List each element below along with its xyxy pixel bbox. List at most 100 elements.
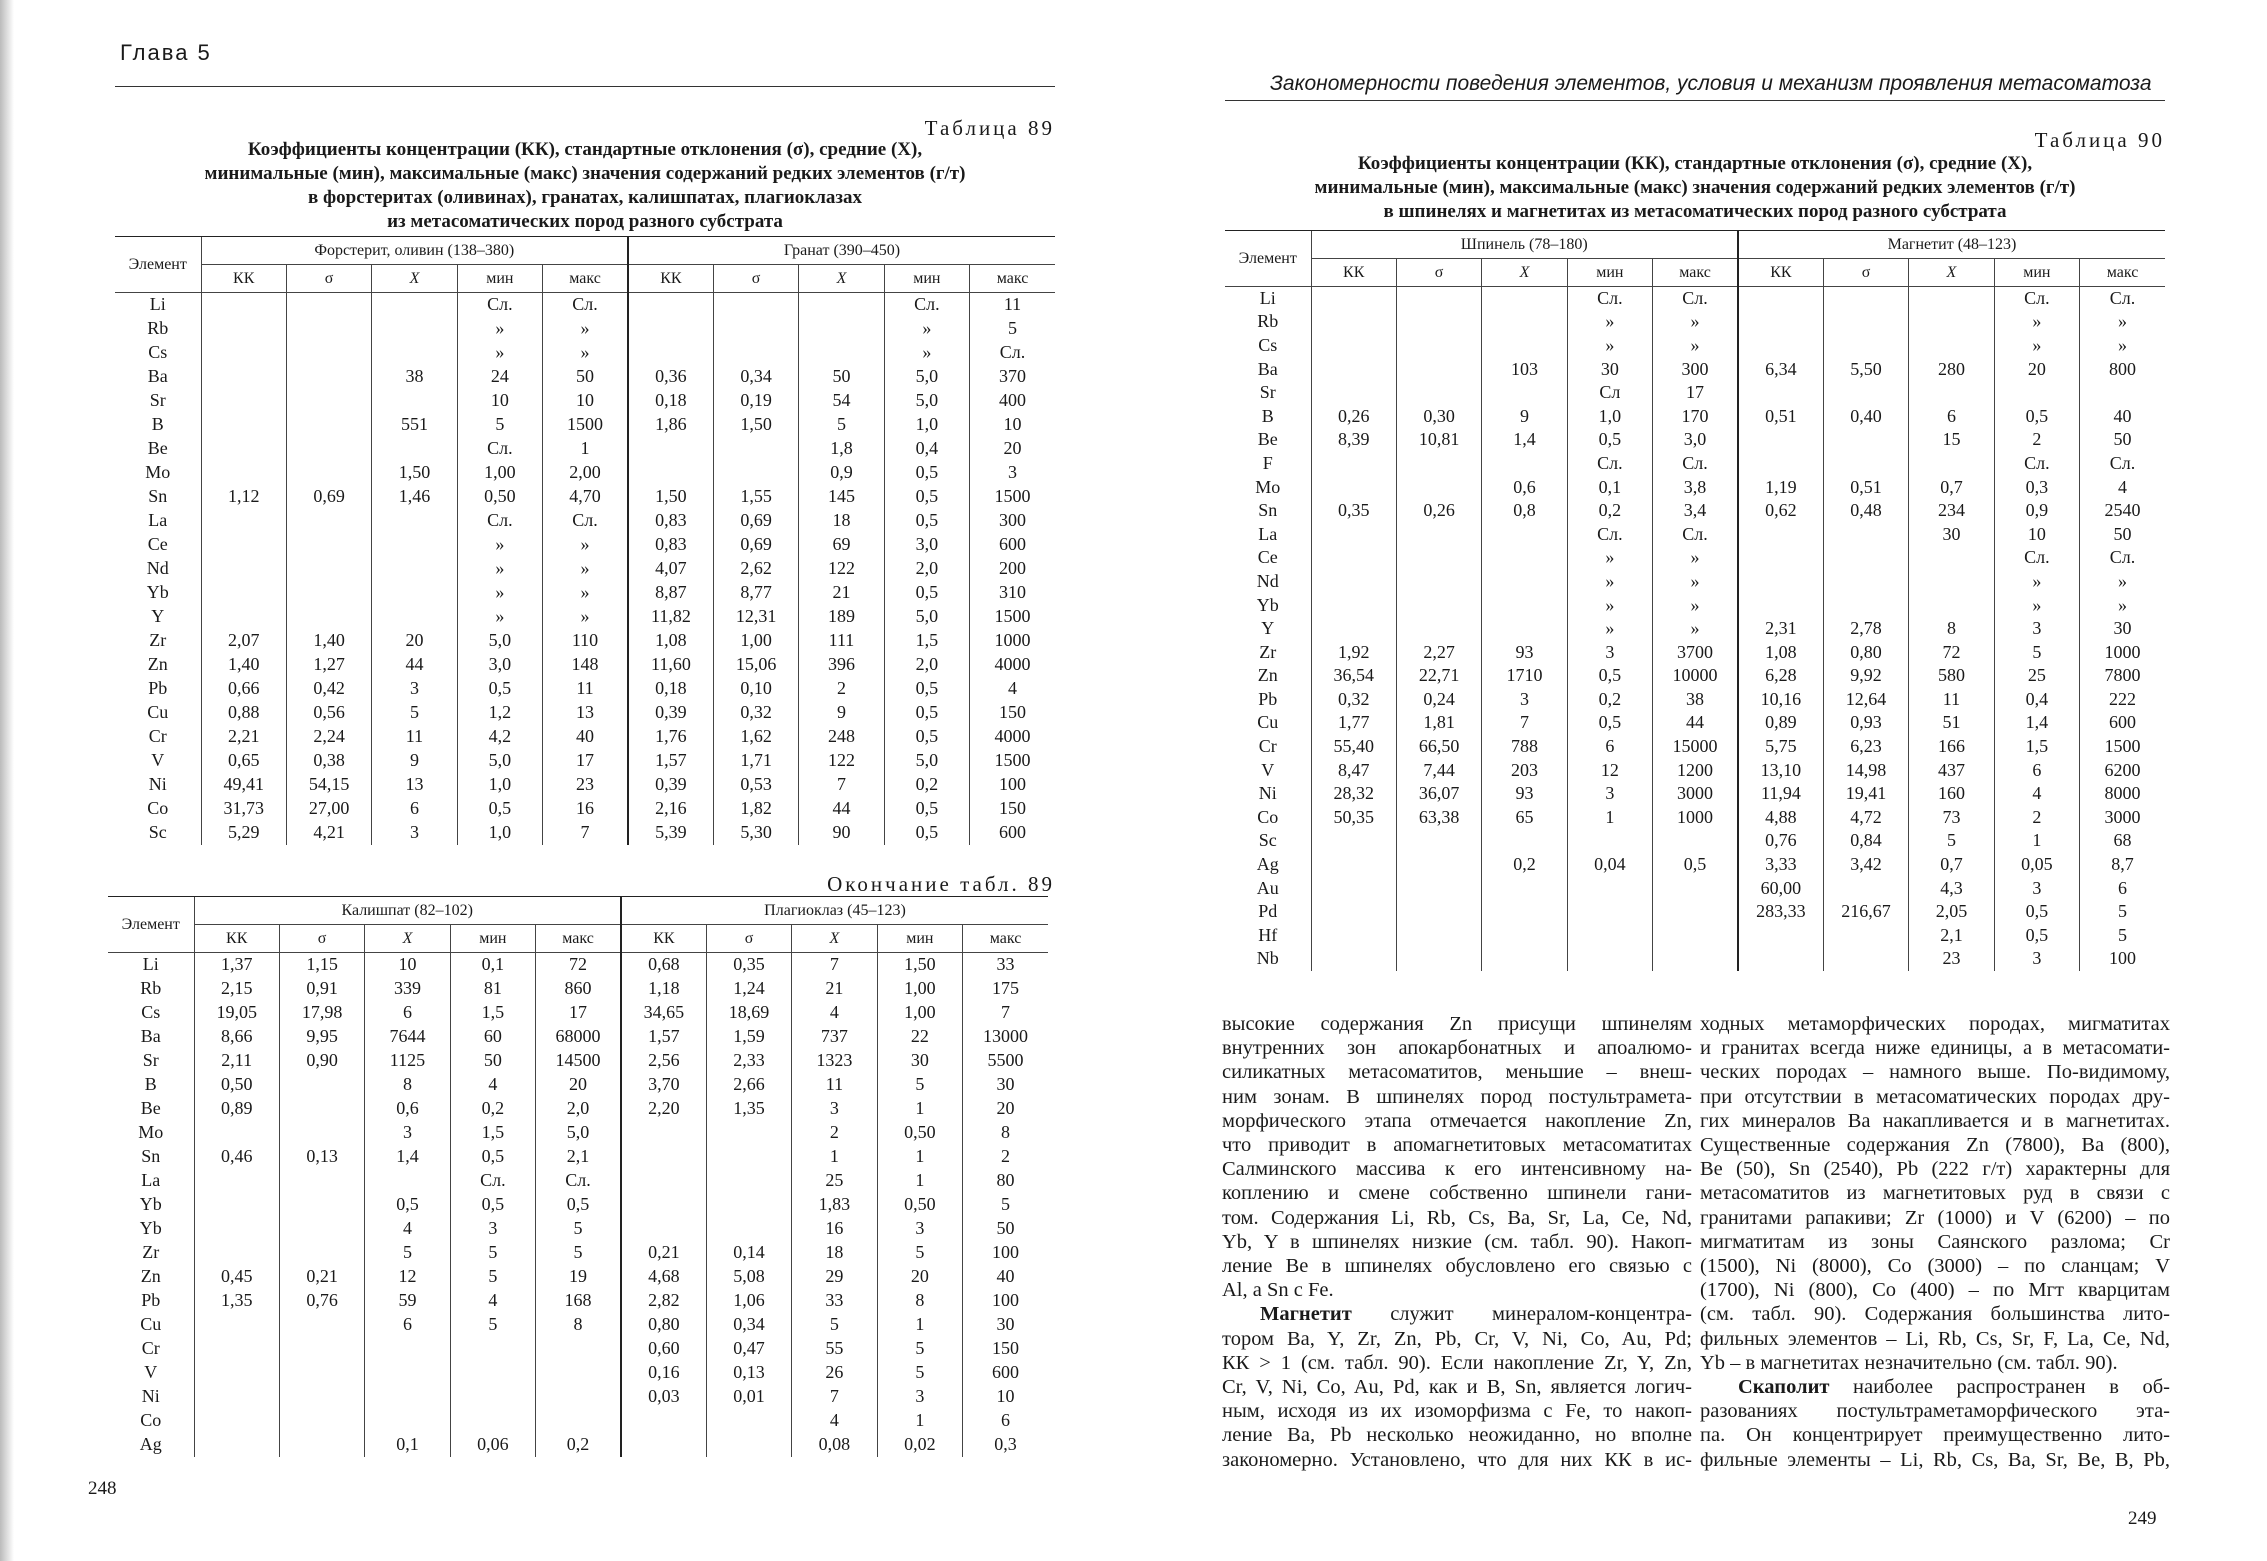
value-cell: 0,5: [1993, 899, 2080, 924]
value-cell: 7: [1481, 711, 1568, 735]
value-cell: 8: [962, 1120, 1048, 1145]
table-row: Co 4 1 6: [108, 1408, 1048, 1433]
value-cell: 11,60: [626, 652, 714, 677]
value-cell: [1481, 380, 1568, 405]
table-row: B 0,26 0,30 9 1,0 170 0,51 0,40 6 0,5 40: [1225, 404, 2165, 429]
value-cell: 18: [798, 508, 885, 533]
value-cell: 93: [1481, 640, 1568, 664]
value-cell: 9: [1481, 404, 1568, 429]
value-cell: 0,80: [1822, 640, 1909, 664]
element-cell: Ba: [147, 366, 168, 386]
value-cell: [1736, 428, 1824, 452]
value-cell: 20: [1993, 357, 2080, 381]
value-cell: 122: [798, 748, 885, 773]
value-cell: [1822, 286, 1909, 311]
value-cell: 1,8: [798, 436, 885, 461]
value-cell: [1566, 876, 1653, 900]
value-cell: 5: [449, 1240, 536, 1265]
value-cell: 122: [798, 556, 885, 581]
value-cell: [449, 1384, 536, 1409]
value-cell: 0,5: [364, 1192, 451, 1217]
value-cell: [1481, 451, 1568, 476]
value-cell: [1310, 546, 1397, 570]
value-cell: 1,50: [712, 412, 799, 437]
value-cell: 30: [962, 1312, 1048, 1337]
value-cell: 4,72: [1822, 805, 1909, 830]
value-cell: 1,06: [705, 1288, 792, 1313]
text-line-content: закономерно. Установлено, что для них КК…: [1222, 1448, 1692, 1471]
text-line: том. Содержания Li, Rb, Cs, Ba, Sr, La, …: [1222, 1206, 1692, 1230]
value-cell: [285, 604, 372, 629]
value-cell: [1310, 593, 1397, 617]
table-row: Cr 55,40 66,50 788 6 15000 5,75 6,23 166 1,5 1500: [1225, 734, 2165, 759]
value-cell: 10: [456, 388, 543, 413]
element-cell: Ni: [141, 1386, 160, 1406]
value-cell: 50: [449, 1048, 536, 1073]
value-cell: 55,40: [1310, 734, 1397, 759]
value-cell: 63,38: [1395, 805, 1482, 830]
value-cell: [798, 316, 885, 341]
value-cell: [619, 1216, 707, 1241]
value-cell: 3: [1566, 640, 1653, 664]
table-89-continuation: Элемент Калишпат (82–102) Плагиоклаз (45–1…: [108, 896, 1048, 1457]
value-cell: 0,40: [1822, 404, 1909, 429]
value-cell: 2: [1993, 805, 2080, 830]
value-cell: 1,82: [712, 796, 799, 821]
value-cell: [285, 316, 372, 341]
value-cell: 54,15: [285, 772, 372, 797]
value-cell: 3: [969, 460, 1055, 485]
value-cell: 12,31: [712, 604, 799, 629]
element-cell: V: [144, 1362, 158, 1382]
value-cell: 2,82: [619, 1288, 707, 1313]
value-cell: 4,70: [542, 484, 628, 509]
text-line: метасоматитов из магнетитовых руд в связ…: [1700, 1181, 2170, 1205]
value-cell: [200, 340, 287, 365]
table-row: Y»» 2,31 2,78 8 3 30: [1225, 616, 2165, 641]
value-cell: 7: [798, 772, 885, 797]
value-cell: »: [1993, 333, 2080, 358]
table-row: Cu 1,77 1,81 7 0,5 44 0,89 0,93 51 1,4 600: [1225, 711, 2165, 735]
value-cell: 1: [791, 1144, 878, 1169]
value-cell: 0,1: [449, 952, 536, 977]
value-cell: [278, 1096, 365, 1121]
value-cell: 150: [969, 796, 1055, 821]
value-cell: 1: [1993, 829, 2080, 853]
table-89-end-caption: Окончание табл. 89: [827, 872, 1055, 896]
value-cell: 0,2: [1566, 498, 1653, 523]
value-cell: 15000: [1652, 734, 1738, 759]
value-cell: [200, 412, 287, 437]
value-cell: 170: [1652, 404, 1738, 429]
mineral-group-header: Гранат (390–450): [626, 236, 1055, 265]
value-cell: [1736, 593, 1824, 617]
value-cell: 25: [1993, 664, 2080, 688]
value-cell: 3,4: [1652, 498, 1738, 523]
value-cell: [200, 580, 287, 605]
value-cell: 0,8: [1481, 498, 1568, 523]
table-row: Zn 0,45 0,21 12 5 19 4,68 5,08 29 20 40: [108, 1264, 1048, 1289]
value-cell: 4: [791, 1408, 878, 1433]
value-cell: [1310, 286, 1397, 311]
element-cell: Co: [1257, 806, 1279, 827]
value-cell: 1,5: [449, 1120, 536, 1145]
value-cell: 3: [371, 820, 458, 845]
value-cell: »: [542, 556, 628, 581]
value-cell: 0,60: [619, 1336, 707, 1361]
book-spine-shadow: [0, 0, 14, 1561]
value-cell: Сл.: [2079, 286, 2165, 311]
value-cell: 1,86: [626, 412, 714, 437]
element-cell: Co: [140, 1410, 162, 1430]
value-cell: 437: [1908, 758, 1995, 782]
value-cell: 24: [456, 364, 543, 389]
text-line-content: Cr, V, Ni, Co, Au, Pd, как и B, Sn, явля…: [1222, 1376, 1692, 1399]
value-cell: [278, 1072, 365, 1097]
value-cell: 1,57: [626, 748, 714, 773]
value-cell: [278, 1240, 365, 1265]
value-cell: [1822, 522, 1909, 547]
text-line-content: внутренних зон апокарбонатных и апоалюмо…: [1222, 1037, 1692, 1060]
stat-column-header: X: [1481, 258, 1568, 287]
value-cell: 25: [791, 1168, 878, 1193]
value-cell: 12: [1566, 758, 1653, 782]
table-row: V 0,65 0,38 9 5,0 17 1,57 1,71 122 5,0 1500: [115, 748, 1055, 773]
text-line: ление Be в шпинелях обусловлено его связ…: [1222, 1254, 1692, 1278]
value-cell: 8: [876, 1288, 963, 1313]
